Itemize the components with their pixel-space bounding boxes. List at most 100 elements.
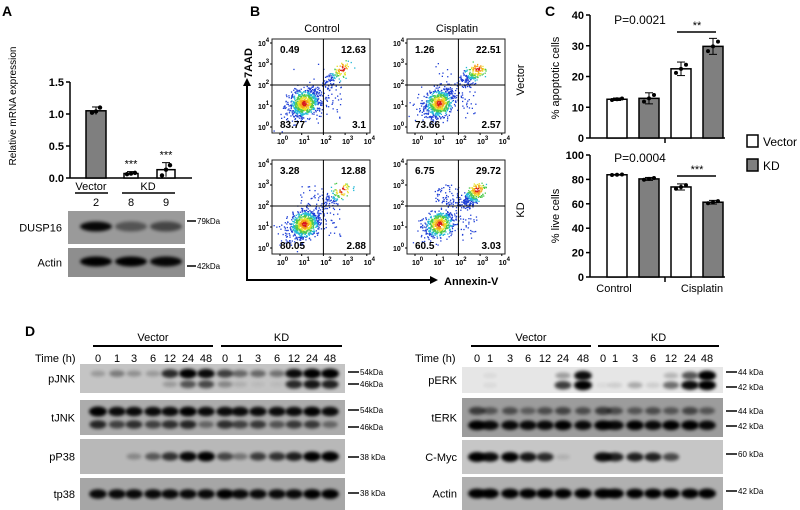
event-dot: [469, 91, 471, 93]
event-dot: [307, 101, 309, 103]
event-dot: [334, 97, 337, 99]
event-dot: [445, 94, 447, 96]
event-dot: [328, 204, 330, 207]
event-dot: [442, 72, 444, 74]
event-dot: [433, 103, 436, 105]
tick-base: 10: [434, 260, 442, 267]
band: [144, 406, 162, 417]
event-dot: [466, 112, 469, 114]
event-dot: [315, 218, 318, 220]
event-dot: [443, 221, 445, 223]
event-dot: [472, 72, 474, 74]
event-dot: [440, 237, 442, 239]
event-dot: [478, 67, 481, 69]
event-dot: [444, 233, 446, 235]
event-dot: [438, 227, 440, 229]
event-dot: [445, 96, 447, 99]
bar-kd: [702, 45, 724, 139]
event-dot: [299, 228, 302, 230]
x-tick-label: 103: [477, 136, 489, 146]
event-dot: [316, 222, 318, 225]
event-dot: [446, 81, 448, 83]
event-dot: [474, 198, 476, 201]
event-dot: [435, 104, 437, 107]
event-dot: [337, 69, 339, 71]
event-dot: [445, 93, 447, 95]
event-dot: [429, 102, 431, 104]
event-dot: [438, 215, 440, 218]
event-dot: [304, 103, 307, 105]
event-dot: [342, 70, 344, 73]
event-dot: [307, 97, 309, 99]
event-dot: [477, 195, 479, 197]
event-dot: [437, 218, 439, 220]
tick-exponent: 1: [401, 222, 405, 228]
event-dot: [301, 113, 304, 116]
event-dot: [325, 220, 327, 222]
event-dot: [477, 67, 479, 70]
event-dot: [468, 190, 470, 192]
event-dot: [307, 218, 310, 220]
tick-base: 10: [393, 246, 401, 253]
event-dot: [297, 97, 299, 99]
event-dot: [430, 240, 432, 242]
event-dot: [306, 224, 308, 226]
event-dot: [324, 218, 327, 221]
event-dot: [296, 251, 299, 253]
tick-exponent: 2: [266, 80, 270, 86]
event-dot: [473, 65, 476, 67]
event-dot: [436, 106, 438, 108]
event-dot: [449, 96, 451, 98]
event-dot: [449, 212, 451, 215]
event-dot: [343, 194, 345, 197]
tick-base: 10: [320, 139, 328, 146]
event-dot: [292, 102, 295, 104]
event-dot: [314, 102, 316, 104]
x-tick-label: 102: [320, 136, 332, 146]
event-dot: [469, 197, 471, 200]
event-dot: [321, 104, 323, 107]
event-dot: [450, 108, 452, 110]
event-dot: [467, 194, 469, 196]
event-dot: [470, 214, 472, 216]
event-dot: [441, 229, 443, 231]
event-dot: [313, 217, 315, 219]
event-dot: [465, 194, 467, 197]
event-dot: [341, 66, 343, 68]
event-dot: [471, 66, 473, 69]
event-dot: [442, 109, 444, 111]
event-dot: [303, 226, 305, 228]
event-dot: [430, 224, 432, 226]
event-dot: [428, 104, 430, 106]
event-dot: [324, 76, 327, 78]
band: [554, 380, 572, 390]
event-dot: [313, 95, 315, 97]
event-dot: [305, 225, 307, 228]
event-dot: [471, 72, 473, 75]
event-dot: [430, 97, 432, 99]
event-dot: [425, 230, 427, 232]
event-dot: [339, 191, 341, 193]
event-dot: [336, 65, 338, 67]
y-tick-label: 104: [393, 159, 405, 169]
event-dot: [291, 104, 293, 106]
event-dot: [442, 117, 445, 119]
band: [519, 488, 537, 499]
band: [536, 452, 554, 462]
event-dot: [473, 201, 475, 203]
event-dot: [474, 195, 476, 197]
tick-exponent: 4: [507, 257, 511, 263]
event-dot: [443, 108, 445, 110]
event-dot: [453, 103, 456, 106]
event-dot: [433, 228, 435, 230]
event-dot: [313, 108, 316, 110]
event-dot: [300, 221, 302, 224]
event-dot: [443, 99, 445, 101]
event-dot: [472, 95, 475, 97]
event-dot: [481, 195, 483, 197]
event-dot: [303, 217, 305, 219]
event-dot: [303, 95, 305, 97]
blot-actin: Actin 42 kDa: [433, 477, 764, 510]
y-axis-label: Relative mRNA expression: [8, 47, 19, 166]
event-dot: [294, 233, 296, 235]
